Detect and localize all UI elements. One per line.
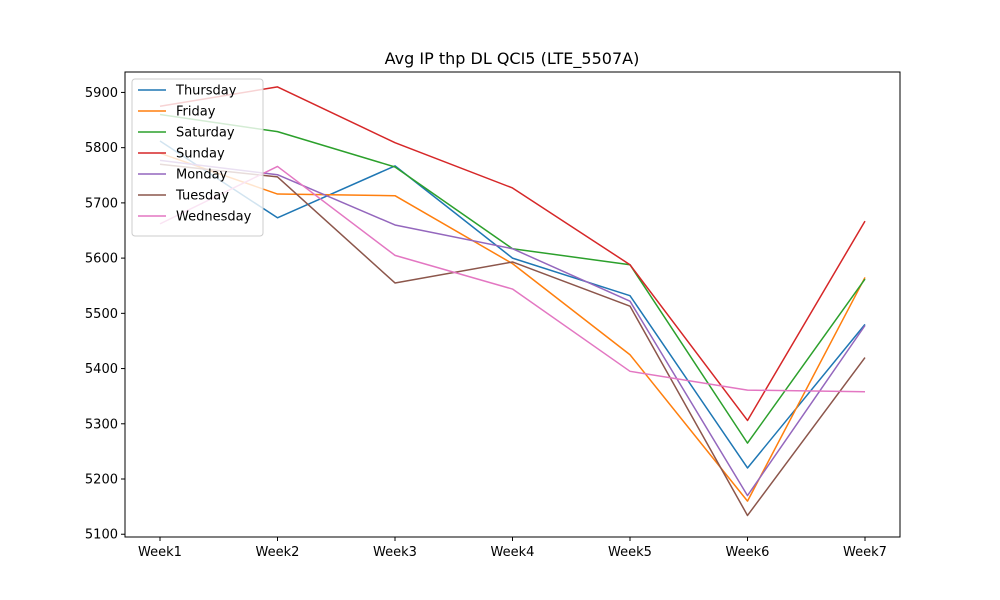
- series-line-tuesday: [159, 163, 866, 517]
- x-tick-label: Week6: [726, 545, 770, 560]
- y-tick-label: 5400: [85, 362, 118, 377]
- series-line-sunday: [159, 86, 866, 422]
- legend-label-monday: Monday: [176, 168, 228, 183]
- axis-layer: Week1 Week2 Week3 Week4 Week5 Week6 Week7 5100 5…: [85, 86, 887, 560]
- series-line-thursday: [159, 140, 866, 469]
- series-line-saturday: [159, 113, 866, 444]
- legend-label-thursday: Thursday: [175, 84, 237, 99]
- x-tick-label: Week7: [843, 545, 887, 560]
- x-tick-label: Week1: [138, 545, 182, 560]
- y-tick-label: 5800: [85, 141, 118, 156]
- legend: Thursday Friday Saturday Sunday Monday Tuesda…: [131, 78, 264, 237]
- x-tick-label: Week5: [608, 545, 652, 560]
- legend-label-saturday: Saturday: [176, 126, 235, 141]
- y-tick-label: 5700: [85, 196, 118, 211]
- y-tick-label: 5300: [85, 417, 118, 432]
- legend-label-wednesday: Wednesday: [176, 210, 252, 225]
- legend-label-sunday: Sunday: [176, 147, 225, 162]
- y-tick-label: 5200: [85, 473, 118, 488]
- x-tick-label: Week4: [491, 545, 535, 560]
- legend-box: [131, 78, 264, 237]
- series-line-wednesday: [159, 165, 866, 393]
- x-tick-label: Week2: [256, 545, 300, 560]
- y-tick-label: 5100: [85, 528, 118, 543]
- series-line-monday: [159, 159, 866, 497]
- series-layer: [159, 86, 866, 517]
- x-tick-label: Week3: [373, 545, 417, 560]
- y-tick-label: 5500: [85, 307, 118, 322]
- legend-label-friday: Friday: [176, 105, 216, 120]
- legend-label-tuesday: Tuesday: [175, 189, 229, 204]
- series-line-friday: [159, 152, 866, 502]
- y-tick-label: 5900: [85, 86, 118, 101]
- chart-title: Avg IP thp DL QCI5 (LTE_5507A): [385, 49, 640, 69]
- y-tick-label: 5600: [85, 252, 118, 267]
